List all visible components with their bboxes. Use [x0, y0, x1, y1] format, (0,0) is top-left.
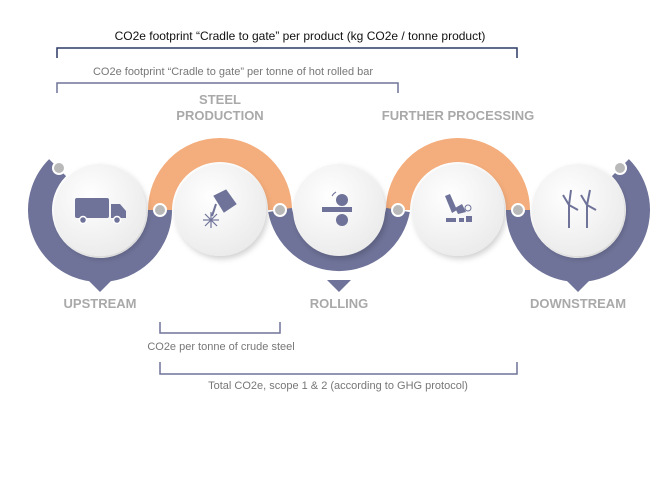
- rolling-mill-icon: [322, 191, 352, 226]
- stage-label-upstream: UPSTREAM: [63, 296, 137, 311]
- truck-icon: [75, 198, 126, 225]
- stage-label-downstream: DOWNSTREAM: [529, 296, 627, 311]
- wind-turbine-icon: [562, 189, 597, 228]
- stage-label-steel-production: STEEL PRODUCTION: [176, 92, 263, 124]
- upstream-arc: [28, 159, 172, 283]
- processing-machine-icon: [445, 194, 472, 222]
- rolling-arc: [268, 207, 410, 272]
- bracket-crude-steel: [159, 322, 281, 334]
- stage-label-further-processing: FURTHER PROCESSING: [381, 108, 535, 123]
- downstream-arc: [506, 159, 650, 283]
- rolling-pointer: [327, 280, 351, 292]
- connector-dot: [613, 161, 627, 175]
- connector-dots: [52, 161, 627, 217]
- connector-dot: [391, 203, 405, 217]
- connector-dot: [511, 203, 525, 217]
- bracket-total: [159, 362, 518, 375]
- steel-production-arc: [148, 138, 292, 211]
- bracket-hot-rolled-bar-label: CO2e footprint “Cradle to gate” per tonn…: [92, 66, 374, 78]
- ladle-pouring-icon: [203, 189, 237, 228]
- bracket-product: [56, 47, 518, 58]
- stage-label-line: STEEL: [199, 92, 241, 107]
- upstream-pointer: [88, 280, 112, 292]
- bracket-total-label: Total CO2e, scope 1 & 2 (according to GH…: [208, 380, 468, 392]
- stage-label-line: PRODUCTION: [176, 108, 264, 123]
- bracket-crude-steel-label: CO2e per tonne of crude steel: [147, 341, 295, 353]
- connector-dot: [52, 161, 66, 175]
- stage-label-rolling: ROLLING: [309, 296, 369, 311]
- steel-production-circle: [174, 164, 266, 256]
- connector-dot: [153, 203, 167, 217]
- bracket-hot-rolled-bar: [56, 82, 399, 93]
- downstream-pointer: [566, 280, 590, 292]
- connector-dot: [273, 203, 287, 217]
- further-processing-arc: [386, 138, 530, 211]
- bracket-product-label: CO2e footprint “Cradle to gate” per prod…: [114, 29, 486, 43]
